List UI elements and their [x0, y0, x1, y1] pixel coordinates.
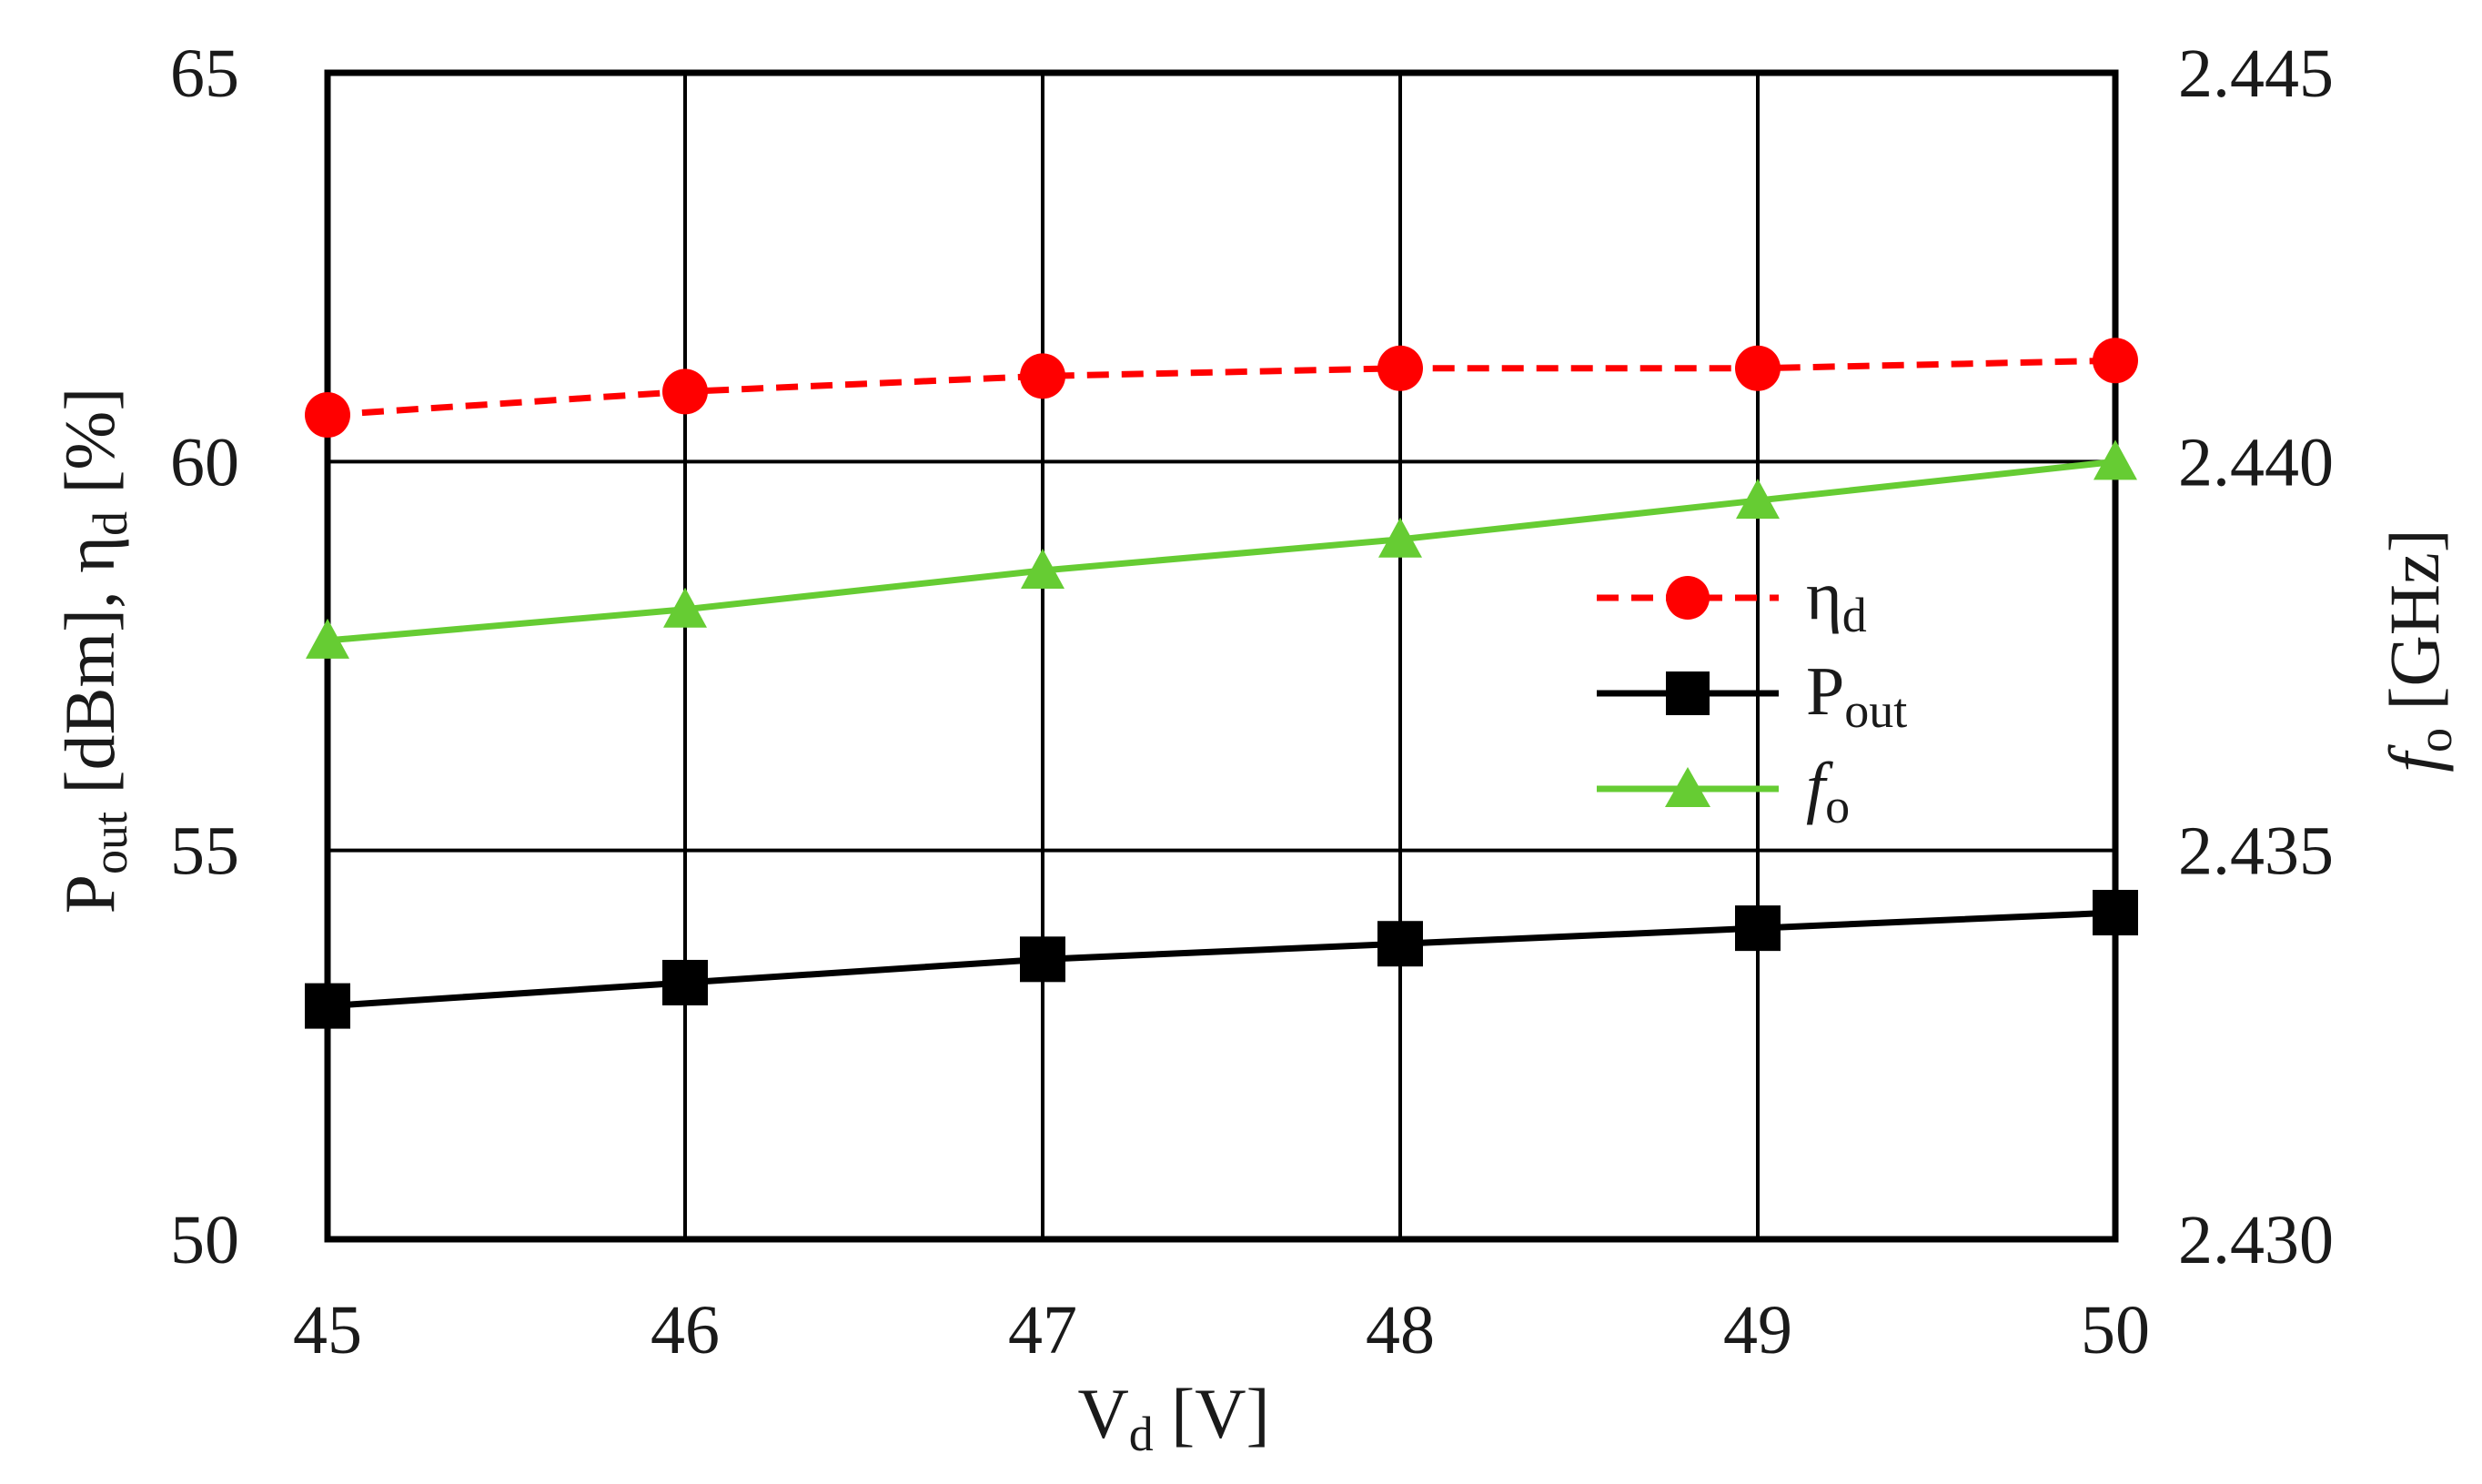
- y-right-tick-label: 2.430: [2178, 1202, 2334, 1278]
- legend-item-eta: ηd: [1597, 558, 1867, 642]
- data-point-0: [2093, 338, 2138, 384]
- x-tick-label: 50: [2081, 1292, 2150, 1368]
- data-point-1: [1377, 921, 1423, 967]
- y-right-tick-label: 2.440: [2178, 424, 2334, 500]
- x-axis-title: Vd [V]: [1077, 1374, 1269, 1461]
- x-tick-label: 45: [293, 1292, 362, 1368]
- x-tick-label: 48: [1366, 1292, 1435, 1368]
- data-point-2: [1021, 548, 1064, 589]
- y-left-tick-labels: 50 55 60 65: [170, 35, 239, 1278]
- x-tick-labels: 45 46 47 48 49 50: [293, 1292, 2150, 1368]
- data-point-1: [1735, 905, 1781, 952]
- grid: [326, 71, 2117, 1241]
- data-point-2: [1736, 479, 1780, 520]
- legend-marker-fo: [1665, 767, 1710, 807]
- legend-label-fo: fo: [1806, 749, 1850, 833]
- data-point-0: [305, 392, 350, 439]
- series-line-0: [327, 357, 2116, 419]
- x-tick-label: 47: [1008, 1292, 1077, 1368]
- plot-frame: [324, 69, 2119, 1243]
- data-point-0: [662, 368, 708, 415]
- data-point-2: [1378, 517, 1422, 558]
- data-point-2: [2094, 439, 2137, 480]
- data-point-1: [1020, 936, 1065, 983]
- legend-item-fo: fo: [1597, 749, 1850, 833]
- data-point-1: [2093, 890, 2138, 936]
- data-point-1: [305, 983, 350, 1029]
- series-line-2: [327, 458, 2116, 644]
- y-left-tick-label: 65: [170, 35, 239, 112]
- legend-marker-eta: [1666, 576, 1710, 620]
- series-0: [305, 338, 2138, 439]
- series-line-1: [327, 909, 2116, 1010]
- y-right-axis-title: fo [GHz]: [2375, 529, 2462, 772]
- data-point-2: [306, 618, 349, 659]
- data-point-2: [663, 587, 707, 628]
- data-point-0: [1377, 345, 1423, 391]
- y-right-tick-label: 2.435: [2178, 813, 2334, 890]
- series-1: [305, 890, 2138, 1029]
- data-point-0: [1020, 353, 1065, 399]
- y-left-tick-label: 55: [170, 813, 239, 890]
- legend: ηd Pout fo: [1597, 558, 1907, 833]
- y-left-axis-title: Pout [dBm], ηd [%]: [50, 388, 137, 914]
- series-2: [306, 439, 2137, 659]
- y-left-tick-label: 50: [170, 1202, 239, 1278]
- legend-item-pout: Pout: [1597, 653, 1907, 738]
- x-tick-label: 49: [1723, 1292, 1792, 1368]
- legend-label-eta: ηd: [1806, 558, 1867, 642]
- y-left-tick-label: 60: [170, 424, 239, 500]
- y-right-tick-labels: 2.430 2.435 2.440 2.445: [2178, 35, 2334, 1278]
- legend-marker-pout: [1666, 671, 1710, 715]
- series-layer: [305, 338, 2138, 1029]
- legend-label-pout: Pout: [1806, 653, 1907, 738]
- x-tick-label: 46: [651, 1292, 720, 1368]
- data-point-1: [662, 959, 708, 1005]
- data-point-0: [1735, 345, 1781, 391]
- y-right-tick-label: 2.445: [2178, 35, 2334, 112]
